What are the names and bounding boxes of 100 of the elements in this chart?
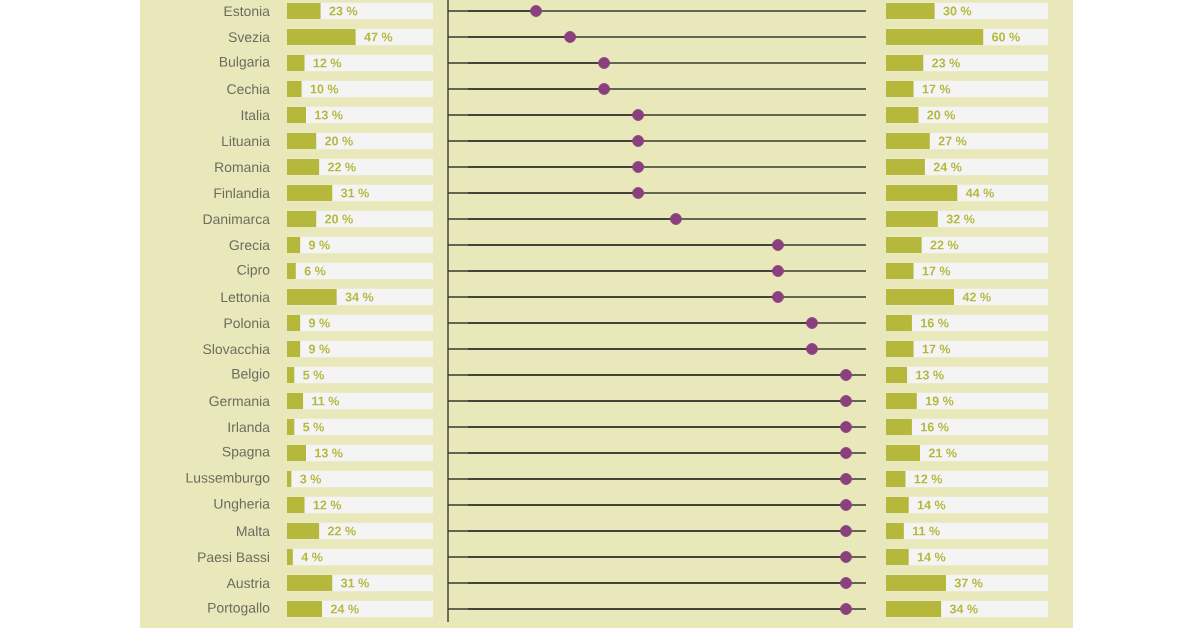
y-tick-label: Svezia	[228, 31, 270, 43]
bar	[287, 106, 306, 124]
point	[598, 83, 610, 95]
data-label: 20 %	[325, 136, 353, 146]
point	[840, 369, 852, 381]
data-label: 9 %	[308, 240, 330, 250]
bar	[886, 444, 921, 462]
y-tick-label: Paesi Bassi	[198, 551, 269, 563]
y-tick-label: Lussemburgo	[186, 472, 270, 486]
data-label: 6 %	[304, 266, 326, 276]
data-label: 13 %	[315, 448, 343, 458]
point	[670, 213, 682, 225]
bar	[287, 574, 333, 592]
data-label: 13 %	[315, 110, 343, 120]
point	[632, 109, 645, 121]
bar	[287, 548, 293, 566]
bar	[886, 158, 925, 176]
bar	[886, 210, 938, 228]
bar	[287, 80, 302, 98]
data-label: 11 %	[312, 396, 340, 406]
bar	[886, 106, 919, 124]
data-label: 9 %	[308, 344, 330, 354]
point	[530, 5, 542, 17]
data-label: 20 %	[325, 214, 353, 224]
y-tick-label: Italia	[241, 109, 270, 121]
data-label: 34 %	[345, 292, 374, 302]
data-label: 23 %	[932, 58, 960, 68]
y-tick-label: Grecia	[229, 239, 270, 251]
data-label: 5 %	[303, 422, 324, 432]
y-tick-label: Polonia	[224, 317, 270, 329]
data-label: 17 %	[922, 344, 951, 354]
bar	[886, 236, 922, 254]
data-label: 20 %	[927, 110, 956, 120]
point	[564, 31, 576, 43]
y-tick-label: Germania	[209, 395, 270, 407]
bar	[886, 522, 904, 540]
data-label: 9 %	[308, 318, 330, 328]
point	[840, 447, 852, 459]
bar	[287, 158, 320, 176]
bar	[287, 132, 317, 150]
data-label: 31 %	[340, 188, 369, 198]
bar	[886, 314, 912, 332]
y-tick-label: Lettonia	[221, 291, 270, 303]
bar	[886, 548, 909, 566]
point	[806, 343, 818, 355]
y-tick-label: Malta	[237, 525, 270, 537]
bar	[287, 236, 301, 254]
data-label: 27 %	[938, 136, 967, 146]
point	[840, 603, 852, 615]
y-tick-label: Cipro	[237, 264, 270, 278]
bar	[886, 2, 935, 20]
bar	[886, 340, 914, 358]
y-tick-label: Austria	[226, 577, 270, 589]
data-label: 16 %	[921, 422, 949, 432]
data-label: 14 %	[917, 552, 946, 562]
data-label: 44 %	[965, 188, 994, 198]
data-label: 42 %	[962, 292, 991, 302]
bar	[287, 54, 305, 72]
bar	[287, 392, 304, 410]
data-label: 12 %	[914, 474, 943, 484]
bar	[287, 522, 320, 540]
y-tick-label: Finlandia	[214, 187, 270, 199]
bar	[287, 366, 295, 384]
point	[632, 161, 645, 173]
bar	[886, 262, 914, 280]
y-tick-label: Ungheria	[214, 498, 270, 512]
data-label: 22 %	[327, 526, 356, 536]
data-label: 21 %	[928, 448, 957, 458]
point	[632, 135, 645, 147]
y-tick-label: Romania	[215, 161, 270, 173]
y-tick-label: Portogallo	[208, 602, 270, 616]
data-label: 22 %	[327, 162, 356, 172]
data-label: 37 %	[954, 578, 983, 588]
bar	[287, 444, 306, 462]
data-label: 17 %	[922, 84, 951, 94]
y-tick-label: Estonia	[224, 5, 270, 17]
data-label: 19 %	[925, 396, 954, 406]
data-label: 3 %	[300, 474, 322, 484]
data-label: 24 %	[933, 162, 962, 172]
bar	[886, 54, 924, 72]
data-label: 12 %	[313, 500, 342, 510]
data-label: 34 %	[949, 604, 978, 614]
data-label: 47 %	[364, 32, 393, 42]
data-label: 23 %	[329, 6, 358, 16]
y-tick-label: Danimarca	[203, 213, 270, 225]
point	[840, 525, 852, 537]
data-label: 32 %	[946, 214, 975, 224]
point	[598, 57, 610, 69]
bar	[886, 80, 914, 98]
data-label: 17 %	[922, 266, 951, 276]
point	[806, 317, 818, 329]
point	[840, 577, 852, 589]
data-label: 14 %	[917, 500, 946, 510]
bar	[886, 392, 917, 410]
bar	[886, 132, 930, 150]
data-label: 16 %	[921, 318, 949, 328]
point	[840, 395, 852, 407]
data-label: 10 %	[310, 84, 339, 94]
y-tick-label: Lituania	[222, 135, 270, 147]
bar	[287, 418, 295, 436]
